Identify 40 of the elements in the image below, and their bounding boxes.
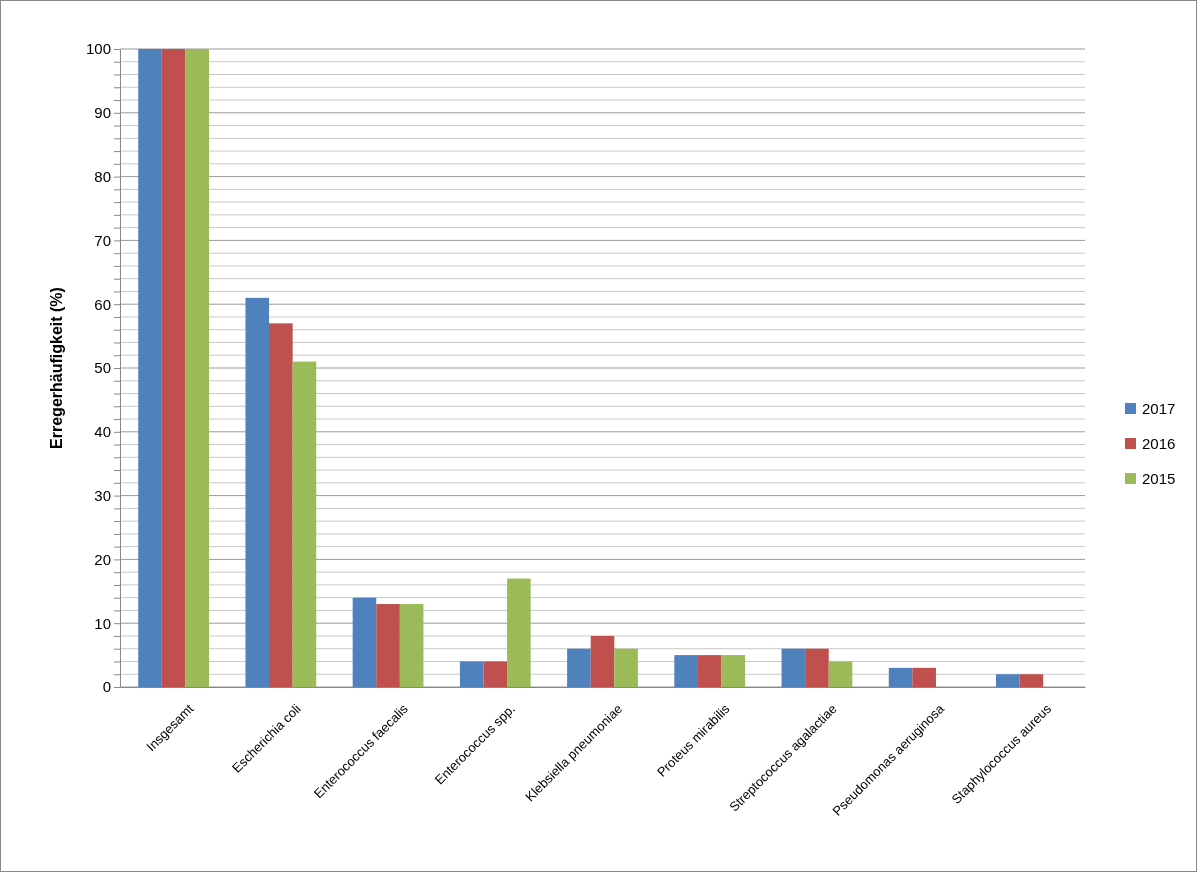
y-tick-label: 10	[94, 614, 111, 632]
y-tick-label: 0	[102, 678, 111, 696]
bar	[245, 297, 270, 687]
bar	[614, 648, 638, 687]
y-axis-title: Erregerhäufigkeit (%)	[48, 287, 65, 449]
bar	[674, 655, 698, 687]
y-tick-label: 20	[94, 550, 111, 568]
bar	[483, 661, 508, 687]
y-tick-label: 50	[94, 359, 111, 377]
bar	[828, 661, 853, 687]
bar	[567, 648, 591, 687]
y-tick-label: 90	[94, 104, 111, 122]
bar	[459, 661, 484, 687]
legend-label: 2016	[1142, 435, 1176, 452]
y-tick-label: 70	[94, 231, 111, 249]
bar	[697, 655, 722, 687]
bar	[292, 361, 317, 687]
bar	[1019, 674, 1044, 687]
y-tick-label: 60	[94, 295, 111, 313]
bar	[590, 635, 615, 687]
y-tick-label: 40	[94, 423, 111, 441]
y-tick-label: 30	[94, 486, 111, 504]
bar	[912, 667, 936, 687]
bar	[888, 667, 913, 687]
legend-label: 2015	[1142, 470, 1176, 487]
bar	[996, 674, 1020, 687]
legend-label: 2017	[1142, 400, 1176, 417]
bar	[781, 648, 806, 687]
bar	[352, 597, 377, 687]
bar	[138, 49, 162, 687]
y-tick-label: 80	[94, 167, 111, 185]
y-tick-label: 100	[85, 40, 111, 58]
bar	[376, 604, 400, 687]
bar	[399, 604, 424, 687]
bar	[805, 648, 829, 687]
bar	[507, 578, 531, 687]
bar	[185, 49, 209, 687]
bar	[721, 655, 746, 687]
bar	[269, 323, 293, 687]
bar	[161, 49, 186, 687]
